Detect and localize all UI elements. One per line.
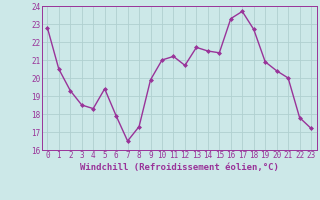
X-axis label: Windchill (Refroidissement éolien,°C): Windchill (Refroidissement éolien,°C) <box>80 163 279 172</box>
